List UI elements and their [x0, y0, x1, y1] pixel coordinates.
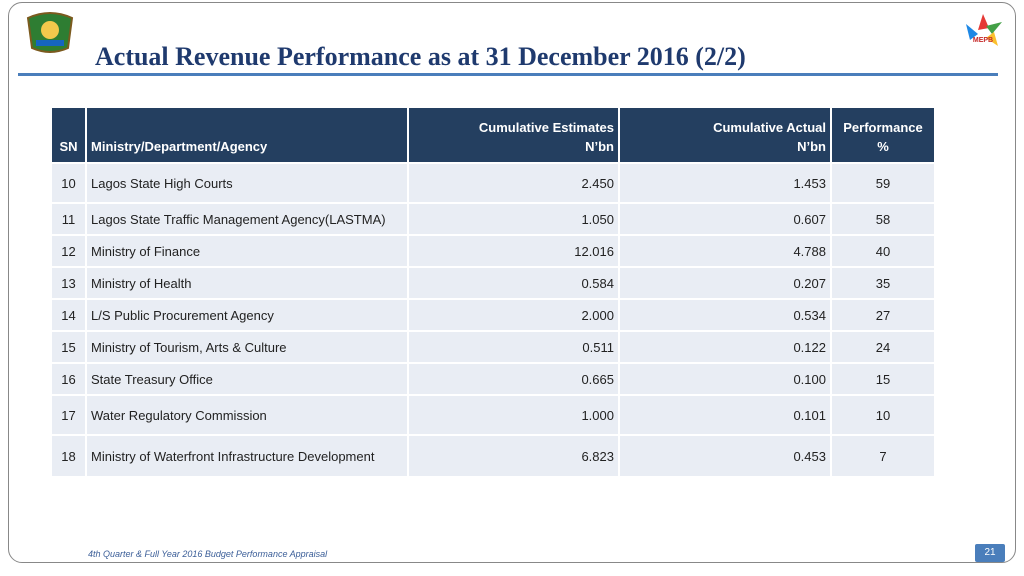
- crest-logo: [26, 12, 74, 53]
- table-cell: 10: [832, 396, 934, 434]
- header-line: Performance: [843, 120, 923, 135]
- table-cell: 1.453: [620, 164, 830, 202]
- table-cell: 24: [832, 332, 934, 362]
- table-row: 14 L/S Public Procurement Agency 2.000 0.53…: [52, 300, 934, 330]
- mepb-logo: MEPB: [966, 14, 1002, 46]
- table-cell: 59: [832, 164, 934, 202]
- column-header: Cumulative Actual N’bn: [620, 108, 830, 162]
- table-cell: 15: [52, 332, 85, 362]
- header-line: Cumulative Estimates: [478, 120, 614, 135]
- header-line: Cumulative Actual: [713, 120, 826, 135]
- table-cell: 0.207: [620, 268, 830, 298]
- footer-text: 4th Quarter & Full Year 2016 Budget Perf…: [88, 549, 328, 559]
- header-line: Ministry/Department/Agency: [91, 139, 268, 154]
- table-cell: 6.823: [409, 436, 618, 476]
- table-cell: 1.050: [409, 204, 618, 234]
- table-cell: 40: [832, 236, 934, 266]
- svg-text:MEPB: MEPB: [973, 37, 993, 44]
- table-cell: 58: [832, 204, 934, 234]
- page-number: 21: [975, 544, 1005, 562]
- table-cell: Water Regulatory Commission: [87, 396, 407, 434]
- header-row: SN Ministry/Department/Agency Cumulative E…: [52, 108, 934, 162]
- table-cell: L/S Public Procurement Agency: [87, 300, 407, 330]
- table-cell: 13: [52, 268, 85, 298]
- table-cell: Ministry of Finance: [87, 236, 407, 266]
- table-row: 10 Lagos State High Courts 2.450 1.453 59: [52, 164, 934, 202]
- table-row: 17 Water Regulatory Commission 1.000 0.101 1…: [52, 396, 934, 434]
- table-cell: 14: [52, 300, 85, 330]
- table-row: 13 Ministry of Health 0.584 0.207 35: [52, 268, 934, 298]
- table-cell: 12: [52, 236, 85, 266]
- slide-title: Actual Revenue Performance as at 31 Dece…: [95, 42, 746, 71]
- table-cell: 18: [52, 436, 85, 476]
- table-cell: 0.534: [620, 300, 830, 330]
- table-cell: 0.122: [620, 332, 830, 362]
- table-cell: 17: [52, 396, 85, 434]
- table-cell: 0.584: [409, 268, 618, 298]
- table-cell: 4.788: [620, 236, 830, 266]
- table-cell: 27: [832, 300, 934, 330]
- table-cell: 12.016: [409, 236, 618, 266]
- column-header: Cumulative Estimates N’bn: [409, 108, 618, 162]
- table-cell: Ministry of Tourism, Arts & Culture: [87, 332, 407, 362]
- table-cell: Lagos State High Courts: [87, 164, 407, 202]
- table-cell: State Treasury Office: [87, 364, 407, 394]
- table-cell: 0.453: [620, 436, 830, 476]
- table-cell: 2.000: [409, 300, 618, 330]
- table-row: 11 Lagos State Traffic Management Agency(…: [52, 204, 934, 234]
- title-rule: [18, 73, 998, 76]
- table-cell: 0.101: [620, 396, 830, 434]
- table-cell: Lagos State Traffic Management Agency(LA…: [87, 204, 407, 234]
- header-line: %: [877, 139, 889, 154]
- table-cell: 1.000: [409, 396, 618, 434]
- table-cell: 15: [832, 364, 934, 394]
- table-cell: Ministry of Health: [87, 268, 407, 298]
- table-cell: 7: [832, 436, 934, 476]
- table-cell: 11: [52, 204, 85, 234]
- table-cell: 0.511: [409, 332, 618, 362]
- table-cell: 0.100: [620, 364, 830, 394]
- table-cell: 0.665: [409, 364, 618, 394]
- table-cell: Ministry of Waterfront Infrastructure De…: [87, 436, 407, 476]
- table-cell: 16: [52, 364, 85, 394]
- table-row: 15 Ministry of Tourism, Arts & Culture 0.5…: [52, 332, 934, 362]
- revenue-table: SN Ministry/Department/Agency Cumulative E…: [50, 106, 936, 478]
- table-cell: 0.607: [620, 204, 830, 234]
- header-line: SN: [59, 139, 78, 154]
- header-line: N’bn: [797, 139, 826, 154]
- slide-frame: [8, 2, 1016, 563]
- table-cell: 35: [832, 268, 934, 298]
- table-row: 16 State Treasury Office 0.665 0.100 15: [52, 364, 934, 394]
- table-cell: 10: [52, 164, 85, 202]
- column-header: Performance%: [832, 108, 934, 162]
- column-header: SN: [52, 108, 85, 162]
- column-header: Ministry/Department/Agency: [87, 108, 407, 162]
- table-row: 18 Ministry of Waterfront Infrastructure …: [52, 436, 934, 476]
- table-row: 12 Ministry of Finance 12.016 4.788 40: [52, 236, 934, 266]
- table-cell: 2.450: [409, 164, 618, 202]
- header-line: N’bn: [585, 139, 614, 154]
